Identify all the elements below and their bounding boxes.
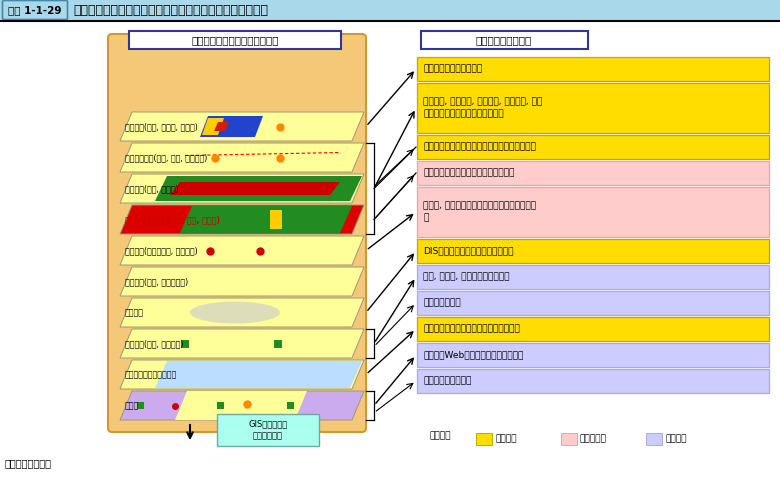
Polygon shape xyxy=(155,361,362,388)
Polygon shape xyxy=(214,122,229,131)
Text: 出典：内閣府資料: 出典：内閣府資料 xyxy=(5,458,52,468)
Bar xyxy=(274,339,282,348)
Polygon shape xyxy=(120,205,364,234)
Text: 交通状況(道路, 鉄道等): 交通状況(道路, 鉄道等) xyxy=(125,184,179,193)
FancyBboxPatch shape xyxy=(421,31,588,49)
Polygon shape xyxy=(170,182,340,195)
Polygon shape xyxy=(120,391,364,420)
Bar xyxy=(287,402,294,409)
Text: 気象庁から自動的に受信: 気象庁から自動的に受信 xyxy=(423,65,482,74)
Text: ライフライン等状況(電力, ガス, 水道等): ライフライン等状況(電力, ガス, 水道等) xyxy=(125,215,220,224)
Text: 気象状況(雨量, 注意報, 警報等): 気象状況(雨量, 注意報, 警報等) xyxy=(125,122,198,131)
FancyBboxPatch shape xyxy=(417,187,769,237)
Text: 病院, 避難所, 学校等の位置を搭載: 病院, 避難所, 学校等の位置を搭載 xyxy=(423,272,509,282)
Text: 具体計画を搭載: 具体計画を搭載 xyxy=(423,298,461,307)
Bar xyxy=(0,0,780,20)
Text: 拠点位置(病院, 避難所等): 拠点位置(病院, 避難所等) xyxy=(125,339,183,348)
FancyBboxPatch shape xyxy=(417,57,769,81)
FancyBboxPatch shape xyxy=(417,317,769,341)
Bar xyxy=(217,402,224,409)
FancyBboxPatch shape xyxy=(2,0,68,20)
Polygon shape xyxy=(180,206,352,233)
FancyBboxPatch shape xyxy=(417,369,769,393)
Text: 東京ガスからガス供給停止情報を自動的に受信: 東京ガスからガス供給停止情報を自動的に受信 xyxy=(423,142,536,152)
FancyBboxPatch shape xyxy=(417,265,769,289)
Text: 防災情報共有プラットフォーム: 防災情報共有プラットフォーム xyxy=(191,35,278,45)
Polygon shape xyxy=(190,391,307,420)
Text: 現在共有可能な情報: 現在共有可能な情報 xyxy=(476,35,532,45)
Text: 震度分布: 震度分布 xyxy=(125,308,144,317)
Text: （凡例）: （凡例） xyxy=(430,432,452,441)
FancyBboxPatch shape xyxy=(417,239,769,263)
Polygon shape xyxy=(120,112,364,141)
Polygon shape xyxy=(200,116,263,137)
Polygon shape xyxy=(120,267,364,296)
Polygon shape xyxy=(120,360,364,389)
Polygon shape xyxy=(120,143,364,172)
Text: 河川・湖沼・海洋の情報: 河川・湖沼・海洋の情報 xyxy=(125,370,177,379)
Text: DISの推計震度分布を自動的に受信: DISの推計震度分布を自動的に受信 xyxy=(423,247,513,256)
Text: 地形図: 地形図 xyxy=(125,401,140,410)
FancyBboxPatch shape xyxy=(129,31,341,49)
Text: 固定・携帯電話の通信状況を入力可能: 固定・携帯電話の通信状況を入力可能 xyxy=(423,169,514,177)
FancyBboxPatch shape xyxy=(417,291,769,315)
FancyBboxPatch shape xyxy=(108,34,366,432)
Text: 人工衛星画像を搭載: 人工衛星画像を搭載 xyxy=(423,377,471,385)
Text: GISにより総合
化された情報: GISにより総合 化された情報 xyxy=(248,420,288,440)
Polygon shape xyxy=(120,329,364,358)
Text: 総合防災情報システムにおいて共有される情報のイメージ: 総合防災情報システムにおいて共有される情報のイメージ xyxy=(73,3,268,17)
Bar xyxy=(137,402,144,409)
Text: 被災状況(建築物被害, 人的被害): 被災状況(建築物被害, 人的被害) xyxy=(125,246,198,255)
Text: 自動受信: 自動受信 xyxy=(495,435,516,444)
Bar xyxy=(270,210,282,229)
Bar xyxy=(181,339,189,348)
Bar xyxy=(561,433,577,445)
Polygon shape xyxy=(120,174,364,203)
Polygon shape xyxy=(120,236,364,265)
FancyBboxPatch shape xyxy=(417,161,769,185)
Polygon shape xyxy=(175,391,204,420)
Text: 発災状況(火災, 地すべり等): 発災状況(火災, 地すべり等) xyxy=(125,277,188,286)
FancyBboxPatch shape xyxy=(417,343,769,367)
Text: 東京電力, 関西電力, 中国電力, 四国電力, 九州
電力から停電情報を自動的に受信: 東京電力, 関西電力, 中国電力, 四国電力, 九州 電力から停電情報を自動的に… xyxy=(423,98,542,119)
Text: 図表 1-1-29: 図表 1-1-29 xyxy=(9,5,62,15)
Text: 事前入力: 事前入力 xyxy=(665,435,686,444)
Polygon shape xyxy=(155,176,362,201)
Polygon shape xyxy=(120,298,364,327)
FancyBboxPatch shape xyxy=(417,135,769,159)
Text: 電子国土Webシステム背景地図を搭載: 電子国土Webシステム背景地図を搭載 xyxy=(423,350,523,359)
Polygon shape xyxy=(202,118,224,135)
FancyBboxPatch shape xyxy=(217,414,319,446)
Bar xyxy=(476,433,492,445)
Bar xyxy=(646,433,662,445)
Text: 国土交通省から河川情報を自動的に受信: 国土交通省から河川情報を自動的に受信 xyxy=(423,325,519,334)
Text: 部隊配置状況(警察, 消防, 自衛隊等): 部隊配置状況(警察, 消防, 自衛隊等) xyxy=(125,153,207,162)
FancyBboxPatch shape xyxy=(417,83,769,133)
Text: 災害時入力: 災害時入力 xyxy=(580,435,607,444)
Text: 警察庁, 消防庁で把握した被害情報等を入力可
能: 警察庁, 消防庁で把握した被害情報等を入力可 能 xyxy=(423,202,536,222)
Polygon shape xyxy=(190,302,280,324)
